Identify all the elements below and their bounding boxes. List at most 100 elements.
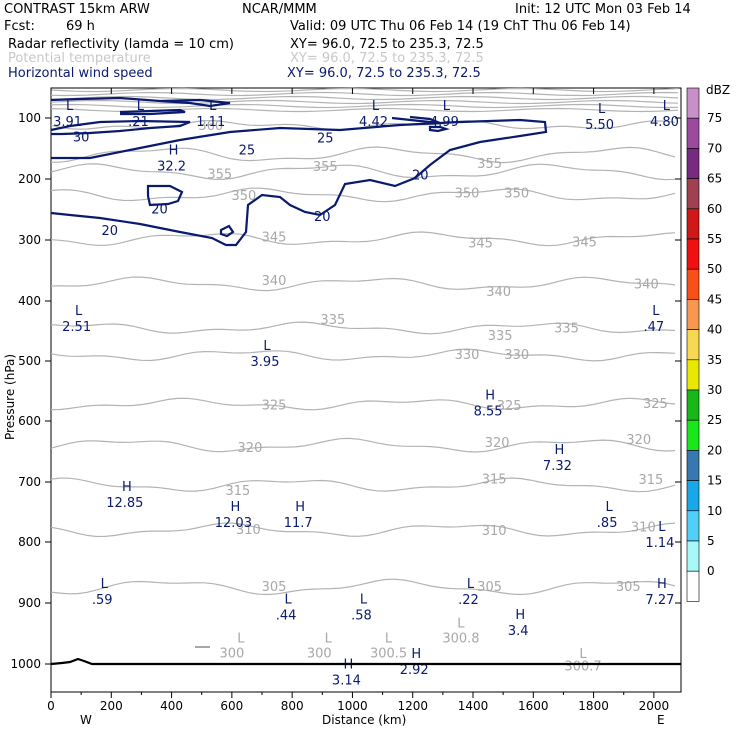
model-title: CONTRAST 15km ARW	[4, 2, 150, 17]
wind-contour	[50, 119, 191, 136]
theta-contour-label: 340	[486, 285, 511, 300]
init-time: Init: 12 UTC Mon 03 Feb 14	[515, 2, 691, 17]
theta-contour-label: 335	[320, 313, 345, 328]
colorbar-swatch	[686, 389, 700, 421]
theta-contour-upper	[50, 87, 679, 93]
extremum-value: 4.42	[359, 115, 388, 130]
valid-time: Valid: 09 UTC Thu 06 Feb 14 (19 ChT Thu …	[290, 19, 631, 34]
colorbar-level-label: 75	[707, 111, 722, 125]
theta-contour-label: 335	[488, 329, 513, 344]
theta-contour	[50, 348, 676, 362]
theta-contour	[50, 163, 676, 181]
x-tick-label: 600	[220, 699, 243, 713]
theta-contour	[50, 397, 676, 411]
theta-contour-label: 315	[482, 473, 507, 488]
potential-temperature-contours	[50, 87, 679, 596]
colorbar-level-label: 0	[707, 564, 715, 578]
theta-contour-label: 345	[468, 237, 493, 252]
y-tick-label: 800	[18, 535, 41, 549]
colorbar-swatch	[686, 268, 700, 300]
colorbar-level-label: 55	[707, 232, 722, 246]
colorbar-swatch	[686, 238, 700, 270]
field-2-name: Potential temperature	[8, 51, 151, 66]
extremum-marker: L	[663, 99, 671, 114]
colorbar-level-label: 60	[707, 202, 722, 216]
extremum-marker: H	[555, 443, 565, 458]
theta-contour-upper	[50, 91, 679, 97]
theta-contour	[50, 321, 676, 335]
extremum-marker: H	[295, 500, 305, 515]
fcst-label: Fcst:	[4, 19, 35, 34]
theta-contour	[50, 437, 676, 453]
theta-contour-label: 355	[207, 168, 232, 183]
extremum-value: 3.4	[508, 624, 529, 639]
wind-contour-label: 20	[314, 210, 331, 225]
extremum-value: .22	[458, 593, 479, 608]
x-tick-label: 1400	[458, 699, 489, 713]
y-tick-label: 300	[18, 233, 41, 247]
colorbar-level-label: 70	[707, 141, 722, 155]
colorbar-level-label: 20	[707, 443, 722, 457]
wind-contour	[391, 115, 441, 125]
colorbar-unit: dBZ	[706, 83, 730, 97]
theta-contour-label: 325	[262, 398, 287, 413]
wind-contour-label: 20	[151, 203, 168, 218]
extremum-value: .85	[597, 516, 618, 531]
theta-contour-label: 325	[497, 399, 522, 414]
x-axis-label: Distance (km)	[322, 713, 406, 727]
extremum-value: 4.99	[430, 115, 459, 130]
extremum-marker: L	[360, 593, 368, 608]
theta-contour-label: 315	[225, 484, 250, 499]
colorbar-swatch	[686, 299, 700, 330]
extremum-marker: L	[284, 593, 292, 608]
extremum-marker: L	[658, 520, 666, 535]
theta-contour-label: 315	[638, 473, 663, 488]
extremum-value: 11.7	[284, 516, 313, 531]
east-label: E	[657, 713, 665, 727]
colorbar-level-label: 10	[707, 504, 722, 518]
colorbar-level-label: 45	[707, 292, 722, 306]
terrain-line	[50, 657, 681, 666]
extremum-marker: H	[122, 480, 132, 495]
extremum-value: .44	[276, 609, 297, 624]
extremum-value: .21	[128, 115, 149, 130]
theta-extremum-marker: L	[237, 632, 245, 647]
y-axis: 100 200 300 400 500 600 700 800 900 1000	[10, 111, 681, 671]
y-axis-label: Pressure (hPa)	[3, 354, 17, 440]
colorbar-swatch	[686, 450, 700, 481]
theta-contour-label: 340	[262, 274, 287, 289]
colorbar-swatch	[686, 117, 700, 149]
wind-contour-label: 25	[239, 143, 256, 158]
wind-contour-label: 30	[73, 131, 90, 146]
theta-contour-label: 300.8	[442, 631, 479, 646]
colorbar-swatch	[686, 148, 700, 179]
extremum-value: 1.11	[196, 115, 225, 130]
wind-contour-label: 20	[102, 224, 119, 239]
extremum-value: 2.51	[62, 320, 91, 335]
extremum-marker: L	[263, 339, 271, 354]
theta-contour-label: 310	[482, 524, 507, 539]
theta-contour	[50, 578, 676, 596]
colorbar-level-label: 65	[707, 172, 722, 186]
extremum-marker: L	[101, 577, 109, 592]
extremum-value: 4.80	[650, 115, 679, 130]
wind-contour	[146, 184, 184, 207]
extremum-marker: L	[467, 577, 475, 592]
x-axis: 0 200 400 600 800 1000 1200 1400 1600 1800 2000	[47, 88, 669, 713]
extremum-value: 12.03	[215, 516, 252, 531]
colorbar-swatch	[686, 510, 700, 542]
extremum-marker: H	[411, 647, 421, 662]
extremum-value: 3.91	[53, 115, 82, 130]
theta-contour	[50, 231, 676, 247]
y-tick-label: 400	[18, 294, 41, 308]
extremum-marker: L	[606, 500, 614, 515]
theta-contour-label: 305	[262, 580, 287, 595]
extremum-value: 7.27	[645, 593, 674, 608]
extremum-marker: H	[657, 577, 667, 592]
theta-contour-label: 310	[236, 523, 261, 538]
y-tick-label: 700	[18, 475, 41, 489]
extremum-marker: H	[515, 608, 525, 623]
theta-contour	[51, 146, 676, 164]
theta-contour-label: 345	[262, 231, 287, 246]
